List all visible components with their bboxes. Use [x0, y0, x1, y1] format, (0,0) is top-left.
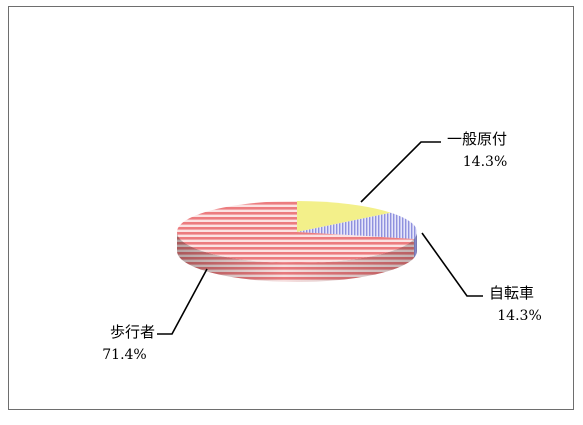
data-labels: 一般原付 14.3% 自転車 14.3% 歩行者 71.4%: [102, 130, 542, 363]
leader-line: [421, 232, 483, 297]
slice-hokousha: [177, 201, 414, 263]
value-ippan-gentsuki: 14.3%: [463, 154, 507, 170]
label-hokousha: 歩行者: [110, 323, 155, 341]
leader-line: [157, 268, 208, 335]
slice-jitensha-side-shade: [413, 232, 417, 258]
pie-body: [177, 201, 418, 282]
slice-jitensha: [297, 212, 418, 239]
value-jitensha: 14.3%: [497, 308, 541, 324]
leader-line: [360, 141, 441, 203]
slice-ippan-gentsuki: [297, 201, 391, 232]
slice-hokousha-side-shade: [177, 232, 414, 282]
value-hokousha: 71.4%: [102, 347, 146, 363]
chart-frame: 一般原付 14.3% 自転車 14.3% 歩行者 71.4%: [8, 6, 574, 410]
pie-chart: 一般原付 14.3% 自転車 14.3% 歩行者 71.4%: [102, 130, 542, 363]
label-ippan-gentsuki: 一般原付: [447, 130, 507, 148]
label-jitensha: 自転車: [489, 284, 534, 302]
